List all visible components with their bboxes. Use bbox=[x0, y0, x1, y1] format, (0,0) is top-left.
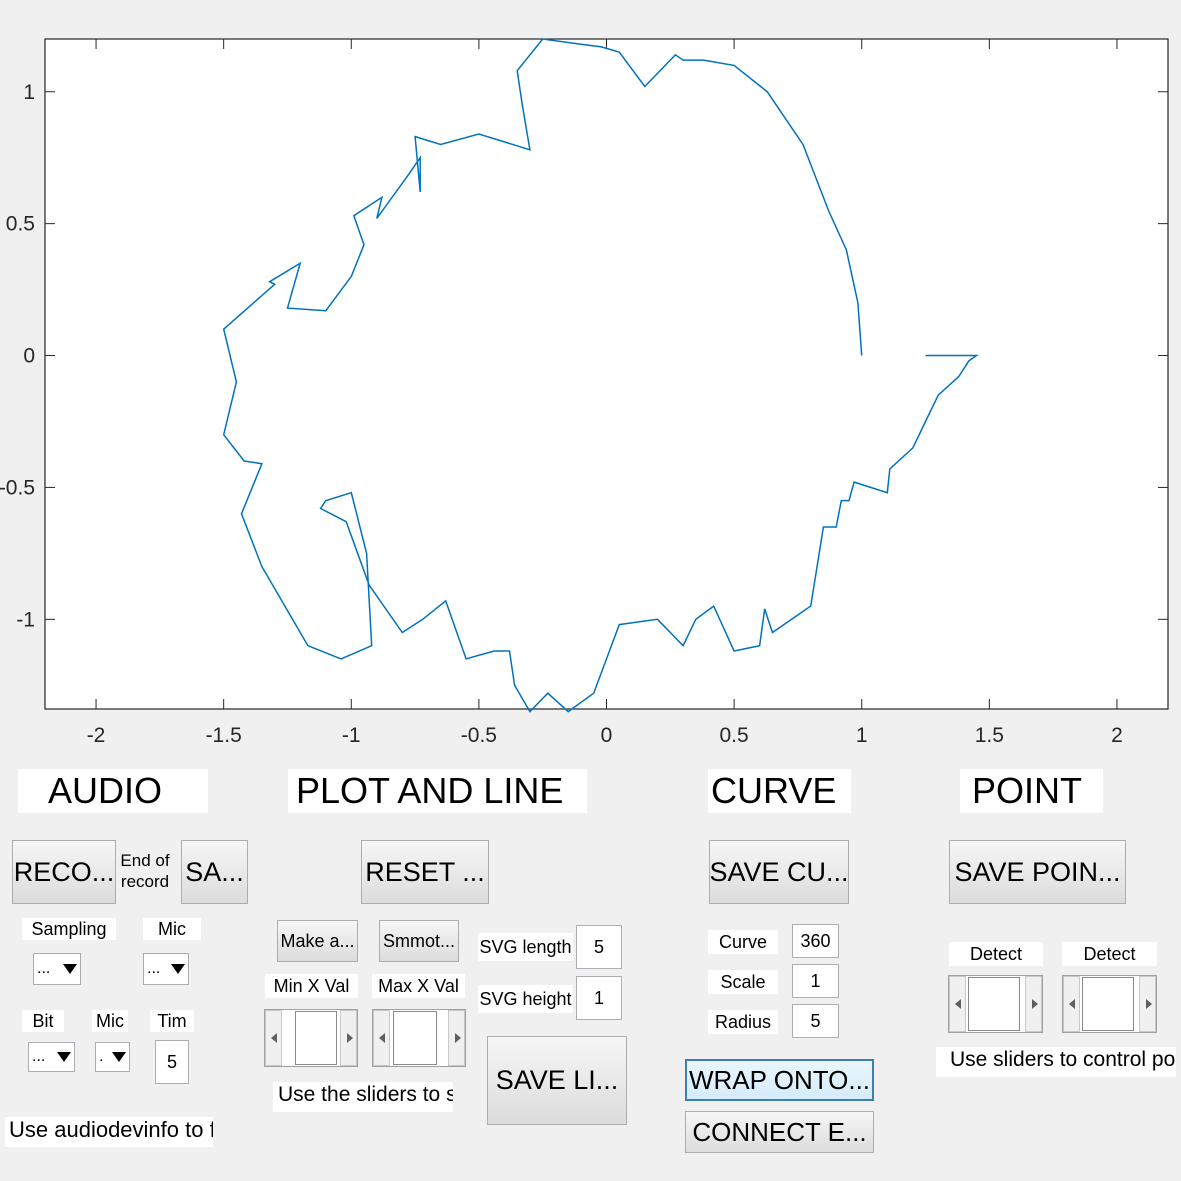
chevron-down-icon bbox=[63, 964, 77, 974]
audio-section-title: AUDIO bbox=[18, 769, 208, 813]
slider-thumb[interactable] bbox=[295, 1011, 337, 1065]
chevron-down-icon bbox=[112, 1052, 126, 1062]
smooth-button[interactable]: Smmot... bbox=[379, 920, 459, 962]
x-tick-label: -1.5 bbox=[206, 724, 242, 747]
svg-height-field[interactable]: 1 bbox=[576, 976, 622, 1020]
plot-line-section-title: PLOT AND LINE bbox=[288, 769, 587, 813]
bit-label: Bit bbox=[22, 1010, 64, 1032]
svg-height-label: SVG height bbox=[478, 985, 573, 1013]
arrow-left-icon[interactable] bbox=[949, 976, 966, 1032]
arrow-left-icon[interactable] bbox=[265, 1010, 282, 1066]
detect-label-1: Detect bbox=[949, 942, 1043, 966]
mic-dropdown-2[interactable]: . bbox=[95, 1042, 130, 1072]
point-section-title: POINT bbox=[960, 769, 1103, 813]
detect-slider-2[interactable] bbox=[1062, 975, 1157, 1033]
sampling-label: Sampling bbox=[22, 918, 116, 940]
time-label: Tim bbox=[150, 1010, 194, 1032]
curve-section-title: CURVE bbox=[708, 769, 851, 813]
svg-length-field[interactable]: 5 bbox=[576, 925, 622, 969]
save-curve-button[interactable]: SAVE CU... bbox=[709, 840, 849, 904]
curve-field[interactable]: 360 bbox=[792, 924, 839, 958]
mic-label: Mic bbox=[143, 918, 201, 940]
sampling-dropdown-value: ... bbox=[37, 960, 51, 977]
radius-label: Radius bbox=[708, 1010, 778, 1034]
polar-plot-axes[interactable]: -2 -1.5 -1 -0.5 0 0.5 1 1.5 2 -1 -0.5 0 0.5 1 bbox=[0, 0, 1181, 760]
arrow-left-icon[interactable] bbox=[373, 1010, 390, 1066]
wrap-onto-button[interactable]: WRAP ONTO... bbox=[685, 1059, 874, 1101]
svg-length-label: SVG length bbox=[478, 933, 573, 961]
point-hint-text: Use sliders to control point detection bbox=[936, 1047, 1176, 1077]
make-button[interactable]: Make a... bbox=[277, 920, 358, 962]
x-tick-label: 0.5 bbox=[720, 724, 749, 747]
record-button[interactable]: RECO... bbox=[12, 840, 116, 904]
x-tick-label: -0.5 bbox=[461, 724, 497, 747]
arrow-right-icon[interactable] bbox=[1025, 976, 1042, 1032]
detect-label-2: Detect bbox=[1062, 942, 1157, 966]
end-of-record-text: End of record ... bbox=[117, 850, 173, 894]
x-tick-label: 0 bbox=[601, 724, 613, 747]
min-x-label: Min X Val bbox=[265, 974, 358, 998]
curve-label: Curve bbox=[708, 930, 778, 954]
plot-hint-text: Use the sliders to select data bbox=[273, 1082, 453, 1112]
y-tick-label: -0.5 bbox=[0, 476, 35, 499]
x-tick-label: 2 bbox=[1111, 724, 1123, 747]
chevron-down-icon bbox=[57, 1052, 71, 1062]
y-tick-label: -1 bbox=[16, 608, 35, 631]
slider-thumb[interactable] bbox=[1082, 977, 1134, 1031]
y-tick-label: 1 bbox=[23, 81, 35, 104]
bit-dropdown-value: ... bbox=[32, 1048, 46, 1065]
slider-thumb[interactable] bbox=[393, 1011, 437, 1065]
radius-field[interactable]: 5 bbox=[792, 1004, 839, 1038]
max-x-label: Max X Val bbox=[372, 974, 465, 998]
save-audio-button[interactable]: SA... bbox=[181, 840, 248, 904]
mic-dropdown-2-value: . bbox=[99, 1048, 104, 1065]
detect-slider-1[interactable] bbox=[948, 975, 1043, 1033]
max-x-slider[interactable] bbox=[372, 1009, 466, 1067]
slider-thumb[interactable] bbox=[968, 977, 1020, 1031]
signal-trace bbox=[222, 38, 980, 713]
arrow-right-icon[interactable] bbox=[1139, 976, 1156, 1032]
sampling-dropdown[interactable]: ... bbox=[33, 953, 81, 985]
connect-button[interactable]: CONNECT E... bbox=[685, 1111, 874, 1153]
arrow-right-icon[interactable] bbox=[448, 1010, 465, 1066]
y-tick-label: 0 bbox=[23, 345, 35, 368]
bit-dropdown[interactable]: ... bbox=[28, 1042, 75, 1072]
time-field[interactable]: 5 bbox=[155, 1040, 189, 1084]
mic-label-2: Mic bbox=[92, 1010, 128, 1032]
save-point-button[interactable]: SAVE POIN... bbox=[949, 840, 1126, 904]
arrow-left-icon[interactable] bbox=[1063, 976, 1080, 1032]
x-tick-label: -2 bbox=[87, 724, 106, 747]
reset-button[interactable]: RESET ... bbox=[361, 840, 489, 904]
arrow-right-icon[interactable] bbox=[340, 1010, 357, 1066]
scale-label: Scale bbox=[708, 970, 778, 994]
min-x-slider[interactable] bbox=[264, 1009, 358, 1067]
save-line-button[interactable]: SAVE LI... bbox=[487, 1036, 627, 1125]
scale-field[interactable]: 1 bbox=[792, 964, 839, 998]
mic-dropdown[interactable]: ... bbox=[143, 953, 189, 985]
mic-dropdown-value: ... bbox=[147, 960, 161, 977]
x-tick-label: 1 bbox=[856, 724, 868, 747]
x-tick-label: -1 bbox=[342, 724, 361, 747]
x-tick-label: 1.5 bbox=[975, 724, 1004, 747]
y-tick-label: 0.5 bbox=[6, 213, 35, 236]
audio-hint-text: Use audiodevinfo to find correct ID bbox=[5, 1117, 213, 1147]
plot-area bbox=[44, 38, 1169, 710]
chevron-down-icon bbox=[171, 964, 185, 974]
